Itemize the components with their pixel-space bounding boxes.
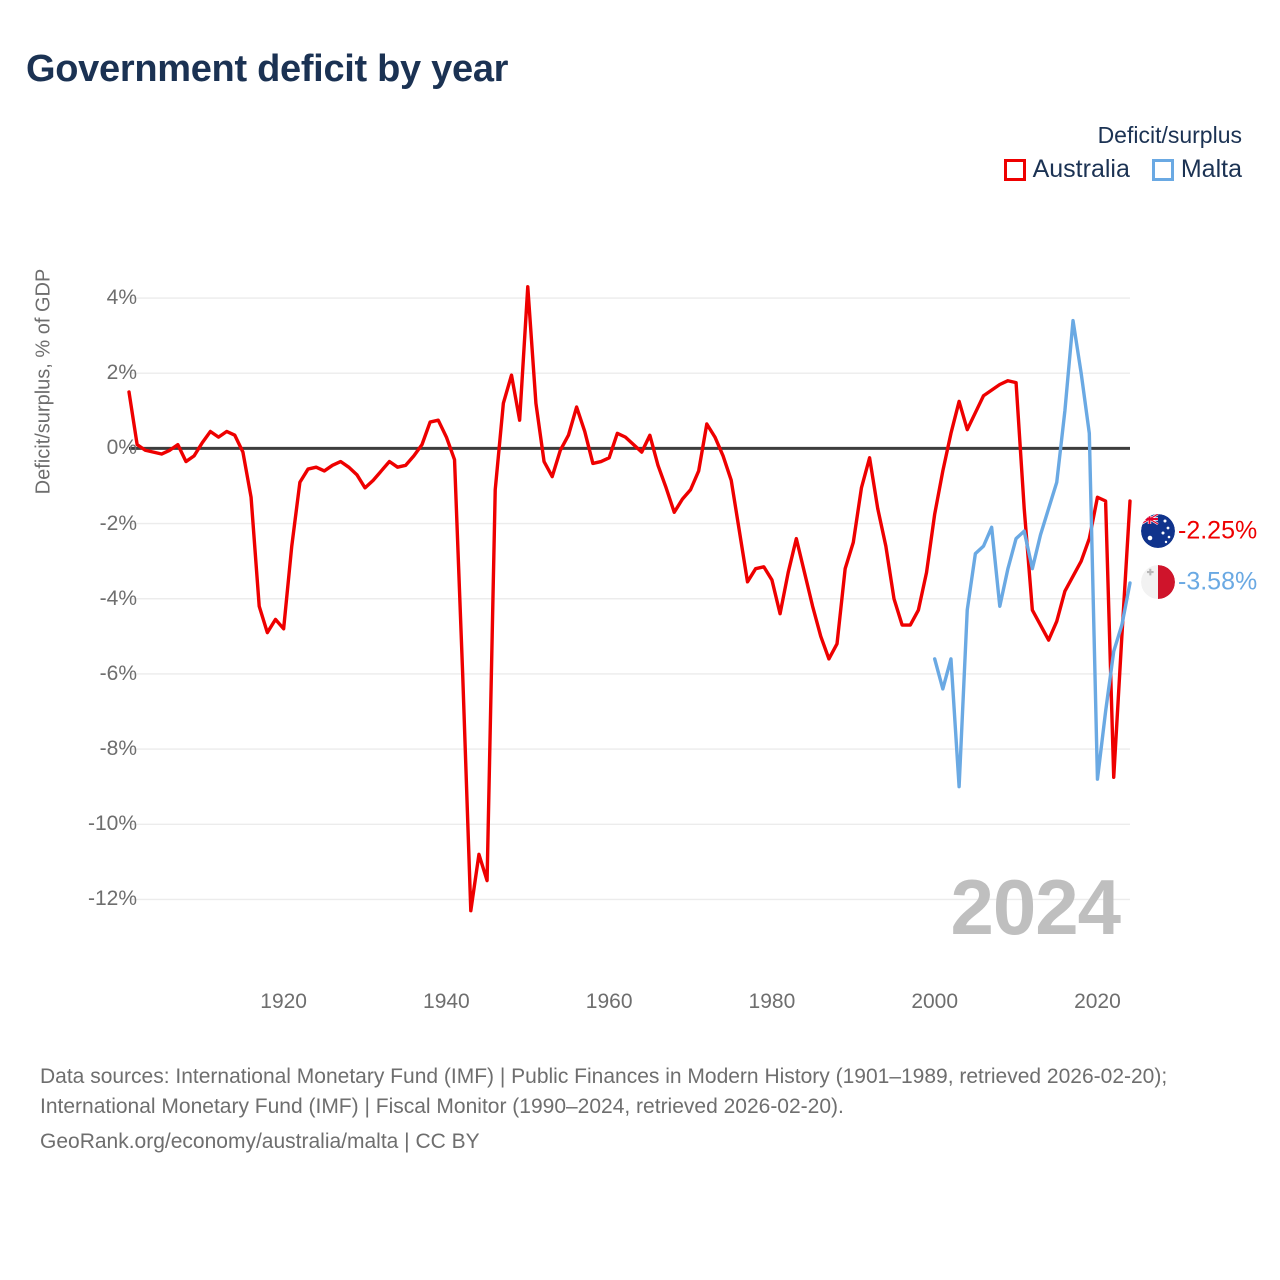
endpoint-value-malta: -3.58% bbox=[1178, 567, 1258, 596]
y-axis-tick-label: -2% bbox=[99, 511, 137, 535]
x-axis-tick-label: 1940 bbox=[423, 990, 470, 1013]
data-sources-text: Data sources: International Monetary Fun… bbox=[40, 1065, 1168, 1119]
plot-area bbox=[127, 283, 1132, 922]
x-axis-tick-label: 1920 bbox=[260, 990, 307, 1013]
legend-swatch-malta bbox=[1151, 158, 1174, 181]
y-axis-tick-label: 4% bbox=[106, 286, 137, 310]
legend-title: Deficit/surplus bbox=[1097, 122, 1242, 148]
legend-items: Australia Malta bbox=[1003, 155, 1242, 184]
legend-label: Australia bbox=[1032, 155, 1130, 183]
y-axis-tick-label: -10% bbox=[87, 812, 137, 836]
series-lines bbox=[127, 285, 1132, 913]
y-axis-tick-label: -12% bbox=[87, 887, 137, 911]
year-watermark: 2024 bbox=[950, 863, 1121, 951]
credit-text: GeoRank.org/economy/australia/malta | CC… bbox=[40, 1129, 480, 1153]
series-line-malta bbox=[932, 318, 1132, 789]
x-axis-tick-label: 2000 bbox=[911, 990, 959, 1013]
legend: Deficit/surplus Australia Malta bbox=[1003, 122, 1242, 184]
australia-flag-icon bbox=[1141, 514, 1175, 548]
y-axis-title: Deficit/surplus, % of GDP bbox=[32, 268, 55, 495]
series-svg bbox=[127, 285, 1132, 913]
y-axis-tick-label: -8% bbox=[99, 737, 137, 761]
footer: Data sources: International Monetary Fun… bbox=[40, 1062, 1240, 1157]
endpoint-value-australia: -2.25% bbox=[1178, 516, 1258, 545]
x-axis-tick-label: 1980 bbox=[748, 990, 796, 1013]
x-axis-tick-label: 2020 bbox=[1074, 990, 1121, 1013]
series-line-australia bbox=[127, 285, 1132, 913]
y-axis-tick-label: -6% bbox=[99, 661, 137, 685]
x-axis-tick-label: 1960 bbox=[585, 990, 633, 1013]
y-axis-tick-label: -4% bbox=[99, 586, 137, 610]
legend-label: Malta bbox=[1180, 155, 1242, 183]
page-title: Government deficit by year bbox=[26, 48, 509, 90]
legend-item-australia[interactable]: Australia bbox=[1003, 155, 1130, 184]
y-axis-tick-label: 0% bbox=[106, 436, 137, 460]
gridlines bbox=[129, 297, 1130, 901]
legend-item-malta[interactable]: Malta bbox=[1151, 155, 1242, 184]
malta-flag-icon bbox=[1141, 565, 1175, 599]
legend-swatch-australia bbox=[1003, 158, 1026, 181]
y-axis-tick-label: 2% bbox=[106, 361, 137, 385]
